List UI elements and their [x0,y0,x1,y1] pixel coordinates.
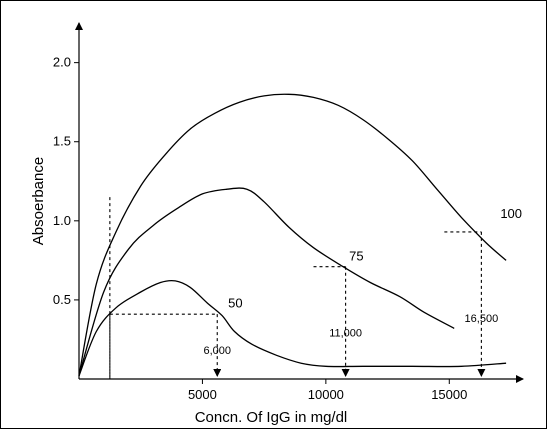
y-tick-label: 2.0 [53,55,71,70]
y-tick-label: 1.0 [53,213,71,228]
x-axis-title: Concn. Of IgG in mg/dl [195,409,348,426]
x-tick-label: 15000 [431,387,467,402]
series-label-75: 75 [349,249,363,264]
axes: 0.5 1.0 1.5 2.0 5000 10000 15000 [53,22,524,402]
series-label-50: 50 [228,296,242,311]
labels: Concn. Of IgG in mg/dl Absoerbance 100 75 50… [30,157,522,426]
series-line-50 [78,279,507,377]
y-axis-title: Absoerbance [30,157,47,245]
series-line-100 [78,93,507,376]
y-tick-label: 1.5 [53,134,71,149]
annotation-label: 16,500 [465,313,499,325]
annotation-label: 11,000 [329,328,362,340]
series-label-100: 100 [500,206,522,221]
series-lines [78,93,507,377]
x-tick-label: 10000 [308,387,344,402]
series-line-75 [78,187,455,376]
dashed-guides [109,197,486,379]
annotation-label: 6,000 [203,345,231,357]
y-tick-label: 0.5 [53,292,71,307]
x-tick-label: 5000 [188,387,217,402]
